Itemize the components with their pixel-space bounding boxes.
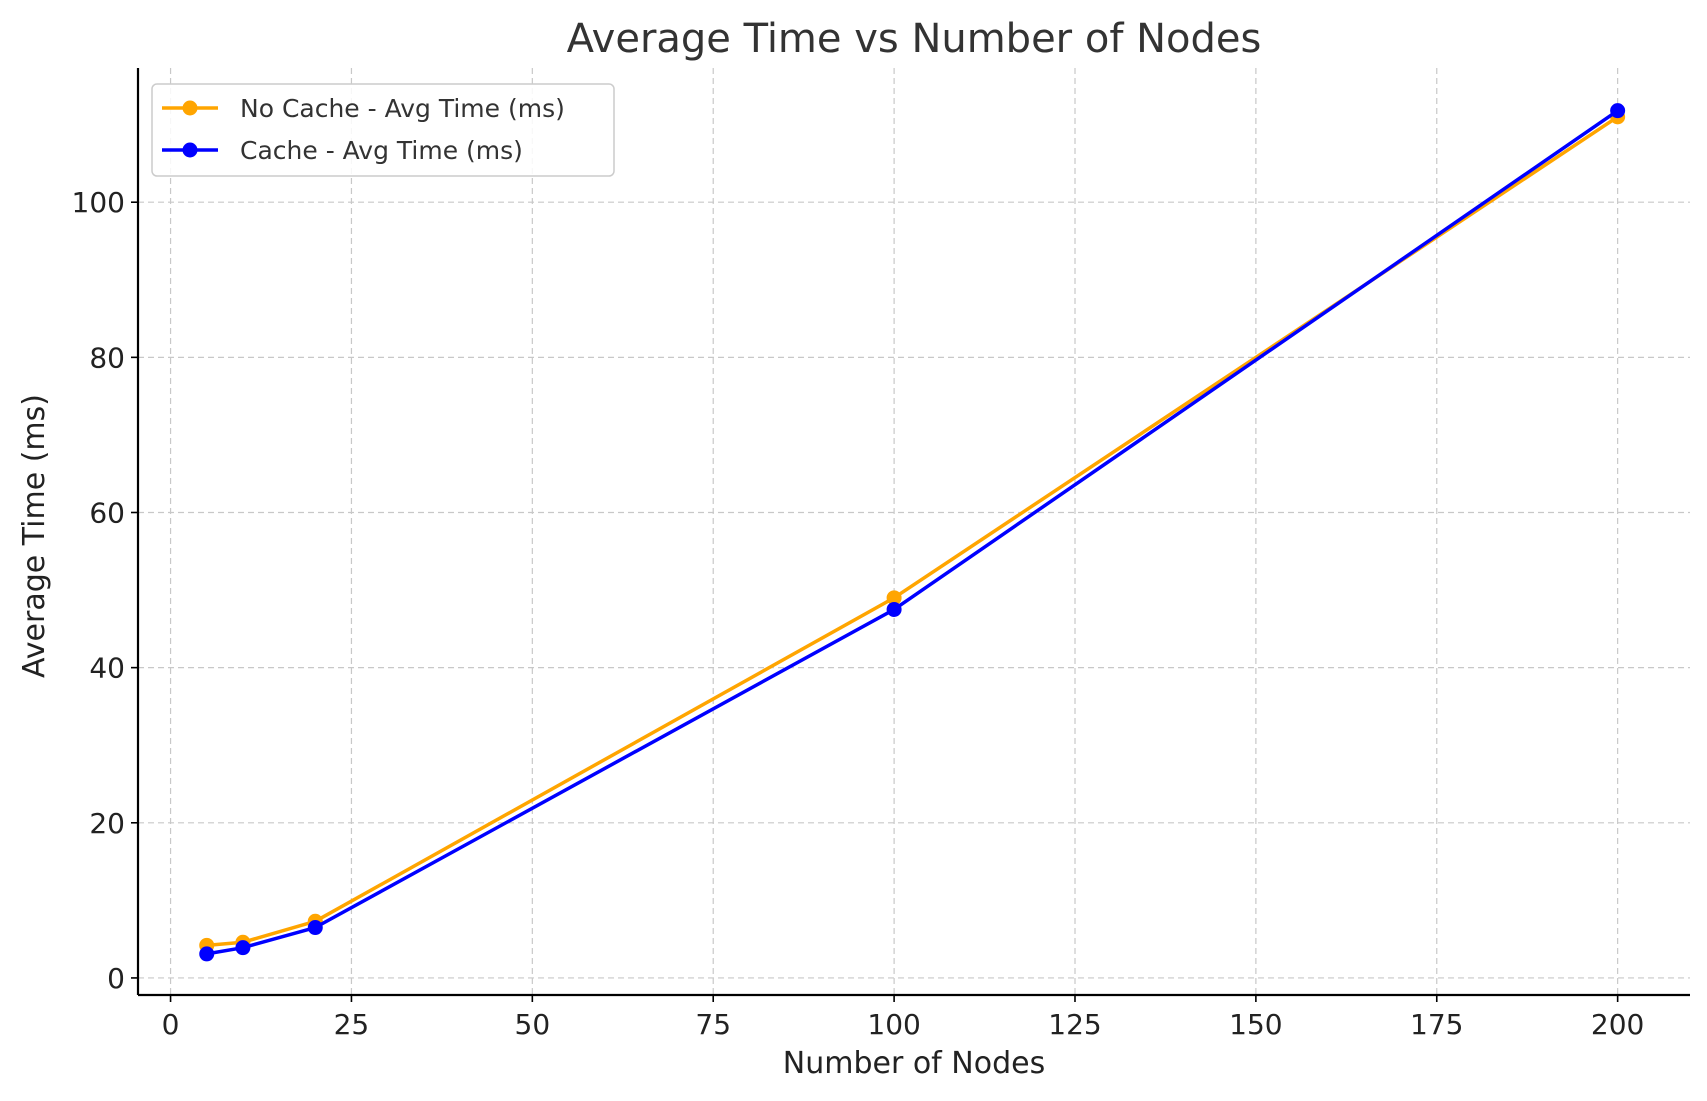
x-tick-label: 175: [1410, 1008, 1463, 1041]
legend-item: Cache - Avg Time (ms): [162, 136, 523, 165]
x-tick-label: 50: [515, 1008, 551, 1041]
x-tick-label: 125: [1048, 1008, 1101, 1041]
legend-item: No Cache - Avg Time (ms): [162, 94, 565, 123]
data-point: [307, 920, 323, 936]
legend-label: No Cache - Avg Time (ms): [240, 94, 565, 123]
x-tick-label: 150: [1229, 1008, 1282, 1041]
x-axis-label: Number of Nodes: [783, 1046, 1045, 1081]
y-tick-label: 20: [89, 807, 125, 840]
series-layer: [199, 103, 1626, 962]
data-point: [886, 601, 902, 617]
y-tick-label: 60: [89, 496, 125, 529]
chart-title: Average Time vs Number of Nodes: [567, 16, 1262, 62]
series-1: [199, 103, 1626, 962]
x-tick-label: 0: [162, 1008, 180, 1041]
legend: No Cache - Avg Time (ms) Cache - Avg Time…: [151, 83, 615, 177]
y-tick-label: 80: [89, 341, 125, 374]
x-tick-label: 200: [1591, 1008, 1644, 1041]
x-tick-label: 75: [695, 1008, 731, 1041]
x-tick-label: 100: [867, 1008, 920, 1041]
y-axis-label: Average Time (ms): [17, 394, 52, 678]
legend-swatch-marker: [182, 142, 198, 158]
data-point: [1610, 103, 1626, 119]
y-tick-label: 0: [107, 962, 125, 995]
legend-label: Cache - Avg Time (ms): [240, 136, 523, 165]
x-tick-label: 25: [334, 1008, 370, 1041]
legend-swatch-marker: [182, 100, 198, 116]
axes: 0 25 50 75 100 125 150 175 200 0 20 40 60 80 100: [72, 68, 1690, 1041]
y-tick-label: 40: [89, 652, 125, 685]
data-point: [235, 940, 251, 956]
y-tick-label: 100: [72, 186, 125, 219]
data-point: [199, 946, 215, 962]
legend-box: [151, 83, 615, 177]
data-point: [886, 590, 902, 606]
grid-lines: [138, 68, 1690, 995]
